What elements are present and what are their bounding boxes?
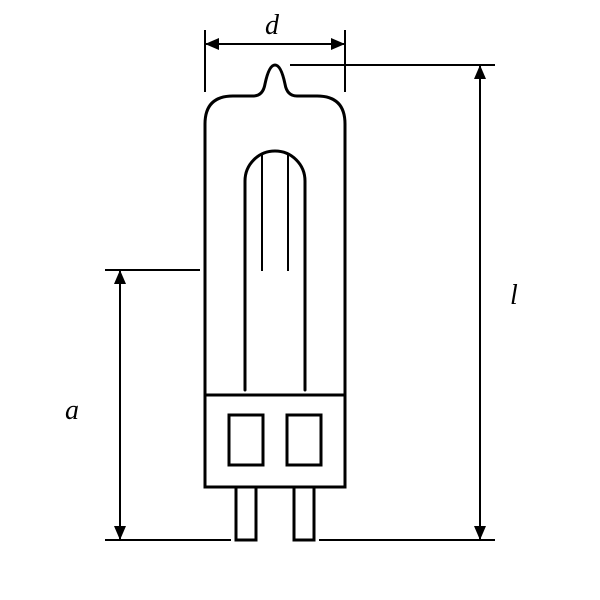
dim-label-d: d — [265, 10, 279, 42]
dim-label-a: a — [65, 395, 79, 427]
bulb-technical-drawing: d l a — [0, 0, 600, 600]
dim-label-l: l — [510, 280, 518, 312]
